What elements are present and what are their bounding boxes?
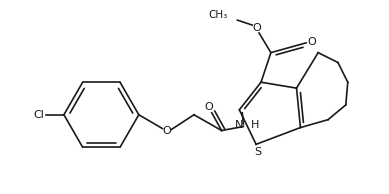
Text: Cl: Cl: [33, 110, 44, 120]
Text: CH₃: CH₃: [208, 10, 228, 20]
Text: H: H: [251, 120, 259, 130]
Text: O: O: [162, 126, 171, 137]
Text: O: O: [307, 37, 316, 47]
Text: N: N: [235, 120, 243, 130]
Text: O: O: [253, 23, 261, 33]
Text: O: O: [204, 102, 213, 112]
Text: S: S: [254, 147, 262, 157]
